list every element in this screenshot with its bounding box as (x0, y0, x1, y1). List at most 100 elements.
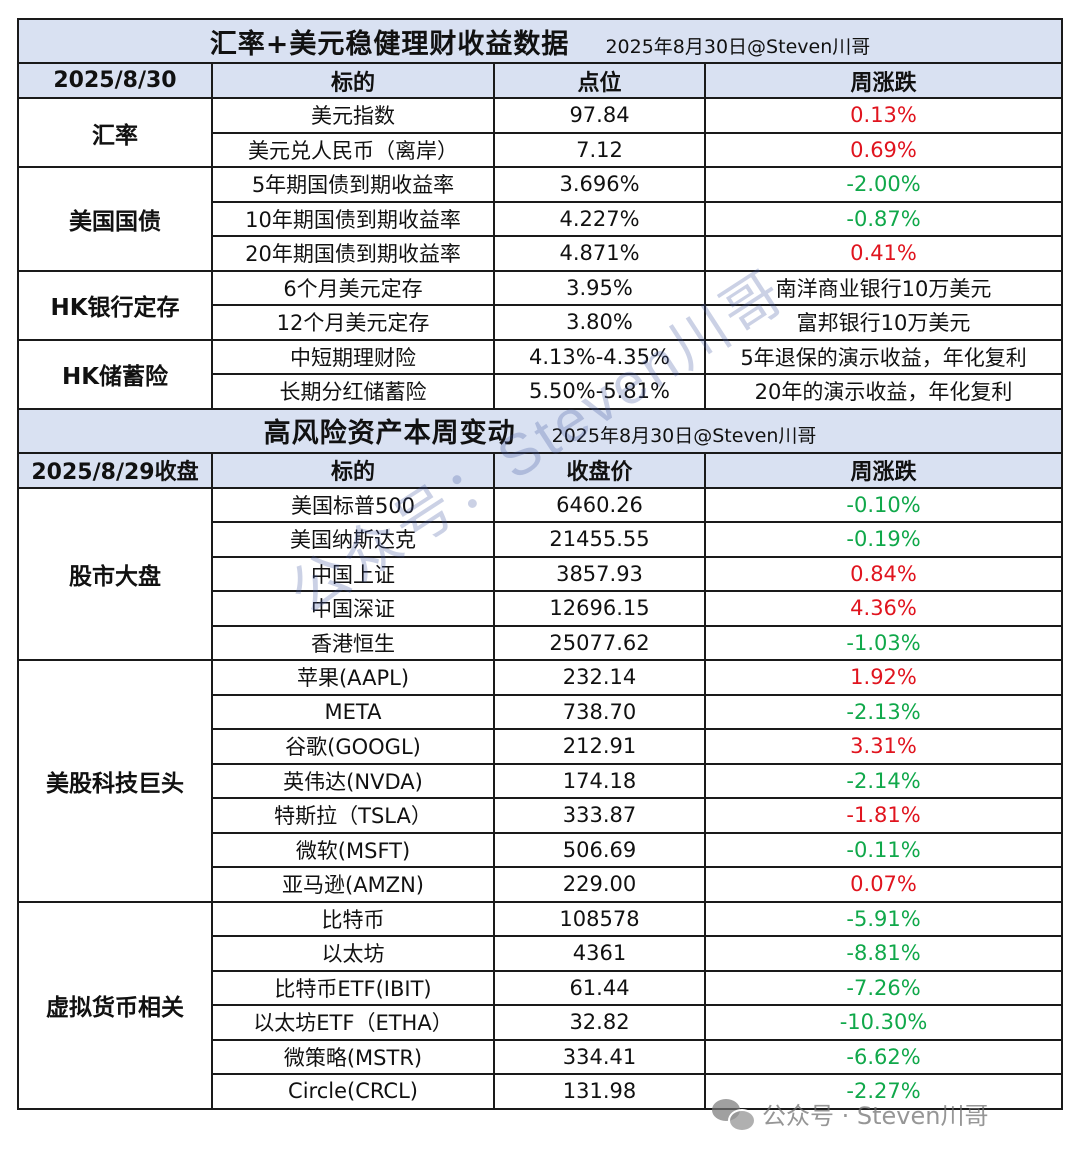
item-cell: 美国标普500 (211, 486, 495, 523)
value-cell: 3.95% (493, 269, 706, 306)
header-row: 2025/8/29收盘 标的 收盘价 周涨跌 (17, 451, 1064, 489)
item-cell: 美元指数 (211, 97, 495, 134)
table-row: 美国国债 5年期国债到期收益率 3.696% -2.00% (17, 166, 1064, 272)
change-cell: -8.81% (703, 935, 1064, 972)
item-cell: 以太坊ETF（ETHA） (211, 1004, 495, 1041)
table-row: Circle(CRCL) 131.98 -2.27% (18, 1073, 1064, 1110)
change-cell: -7.26% (703, 969, 1064, 1006)
table-row: 香港恒生 25077.62 -1.03% (18, 624, 1064, 661)
value-cell: 4.227% (493, 200, 706, 237)
category-cell: 汇率 (17, 97, 213, 168)
change-cell: -1.03% (703, 624, 1064, 661)
item-cell: 亚马逊(AMZN) (211, 866, 495, 903)
item-cell: Circle(CRCL) (211, 1073, 495, 1110)
category-cell: 虚拟货币相关 (17, 900, 213, 1110)
value-cell: 229.00 (493, 866, 706, 903)
column-header: 收盘价 (493, 451, 706, 489)
item-cell: 中国上证 (211, 555, 495, 592)
item-cell: 美国纳斯达克 (211, 521, 495, 558)
section-title-cell: 高风险资产本周变动 2025年8月30日@Steven川哥 (16, 407, 1064, 454)
value-cell: 232.14 (493, 659, 706, 696)
item-cell: META (211, 693, 495, 730)
item-cell: 英伟达(NVDA) (211, 762, 495, 799)
value-cell: 5.50%-5.81% (493, 373, 706, 410)
change-cell: -6.62% (703, 1038, 1064, 1075)
value-cell: 108578 (493, 900, 706, 937)
change-cell: 5年退保的演示收益，年化复利 (703, 338, 1064, 375)
table-row: 中国深证 12696.15 4.36% (18, 590, 1064, 627)
category-cell: HK储蓄险 (17, 338, 213, 410)
table-row: 汇率 美元指数 97.84 0.13% (17, 97, 1064, 168)
value-cell: 131.98 (493, 1073, 706, 1110)
change-cell: -2.14% (703, 762, 1064, 799)
column-header: 2025/8/29收盘 (17, 451, 213, 489)
value-cell: 334.41 (493, 1038, 706, 1075)
table-row: 虚拟货币相关 比特币 108578 -5.91% (17, 900, 1064, 1110)
column-header: 周涨跌 (703, 451, 1064, 489)
change-cell: -2.13% (703, 693, 1064, 730)
column-header: 2025/8/30 (17, 62, 213, 99)
table-row: 以太坊 4361 -8.81% (18, 935, 1064, 972)
section-date: 2025年8月30日@Steven川哥 (551, 425, 817, 447)
change-cell: -0.19% (703, 521, 1064, 558)
value-cell: 3857.93 (493, 555, 706, 592)
change-cell: 20年的演示收益，年化复利 (703, 373, 1064, 410)
table-row: 谷歌(GOOGL) 212.91 3.31% (18, 728, 1064, 765)
section-date: 2025年8月30日@Steven川哥 (605, 35, 871, 58)
change-cell: 南洋商业银行10万美元 (703, 269, 1064, 306)
value-cell: 97.84 (493, 97, 706, 134)
table-row: 亚马逊(AMZN) 229.00 0.07% (18, 866, 1064, 903)
category-cell: 股市大盘 (17, 486, 213, 661)
item-cell: 12个月美元定存 (211, 304, 495, 341)
item-cell: 比特币 (211, 900, 495, 937)
table-row: 美股科技巨头 苹果(AAPL) 232.14 1.92% (17, 659, 1064, 903)
category-cell: HK银行定存 (17, 269, 213, 341)
category-cell: 美股科技巨头 (17, 659, 213, 903)
change-cell: -0.87% (703, 200, 1064, 237)
item-cell: 比特币ETF(IBIT) (211, 969, 495, 1006)
table-row: 长期分红储蓄险 5.50%-5.81% 20年的演示收益，年化复利 (18, 373, 1064, 410)
section-title: 汇率+美元稳健理财收益数据 (209, 28, 570, 60)
change-cell: -10.30% (703, 1004, 1064, 1041)
value-cell: 21455.55 (493, 521, 706, 558)
column-header: 周涨跌 (703, 62, 1064, 99)
table-row: 特斯拉（TSLA） 333.87 -1.81% (18, 797, 1064, 834)
change-cell: -5.91% (703, 900, 1064, 937)
change-cell: 0.41% (703, 235, 1064, 272)
item-cell: 长期分红储蓄险 (211, 373, 495, 410)
value-cell: 7.12 (493, 131, 706, 168)
table-row: 美元兑人民币（离岸） 7.12 0.69% (18, 131, 1064, 168)
value-cell: 61.44 (493, 969, 706, 1006)
change-cell: -0.10% (703, 486, 1064, 523)
value-cell: 4.13%-4.35% (493, 338, 706, 375)
header-row: 2025/8/30 标的 点位 周涨跌 (17, 62, 1064, 99)
value-cell: 25077.62 (493, 624, 706, 661)
category-cell: 美国国债 (17, 166, 213, 272)
change-cell: 3.31% (703, 728, 1064, 765)
table-row: 微策略(MSTR) 334.41 -6.62% (18, 1038, 1064, 1075)
section-title-row: 汇率+美元稳健理财收益数据 2025年8月30日@Steven川哥 (16, 18, 1064, 64)
change-cell: 0.07% (703, 866, 1064, 903)
table-row: 比特币ETF(IBIT) 61.44 -7.26% (18, 969, 1064, 1006)
item-cell: 谷歌(GOOGL) (211, 728, 495, 765)
value-cell: 506.69 (493, 831, 706, 868)
finance-table: 汇率+美元稳健理财收益数据 2025年8月30日@Steven川哥 2025/8/3… (16, 18, 1064, 1110)
table-row: 美国纳斯达克 21455.55 -0.19% (18, 521, 1064, 558)
table-row: HK储蓄险 中短期理财险 4.13%-4.35% 5年退保的演示收益，年化复利 (17, 338, 1064, 410)
table-row: 以太坊ETF（ETHA） 32.82 -10.30% (18, 1004, 1064, 1041)
table-row: 20年期国债到期收益率 4.871% 0.41% (18, 235, 1064, 272)
item-cell: 特斯拉（TSLA） (211, 797, 495, 834)
change-cell: 富邦银行10万美元 (703, 304, 1064, 341)
value-cell: 4.871% (493, 235, 706, 272)
value-cell: 738.70 (493, 693, 706, 730)
item-cell: 6个月美元定存 (211, 269, 495, 306)
section-title: 高风险资产本周变动 (263, 418, 516, 449)
change-cell: -2.27% (703, 1073, 1064, 1110)
item-cell: 5年期国债到期收益率 (211, 166, 495, 203)
section-title-row: 高风险资产本周变动 2025年8月30日@Steven川哥 (16, 407, 1064, 454)
column-header: 标的 (211, 451, 495, 489)
value-cell: 3.80% (493, 304, 706, 341)
table-row: 12个月美元定存 3.80% 富邦银行10万美元 (18, 304, 1064, 341)
table-row: 10年期国债到期收益率 4.227% -0.87% (18, 200, 1064, 237)
change-cell: -1.81% (703, 797, 1064, 834)
